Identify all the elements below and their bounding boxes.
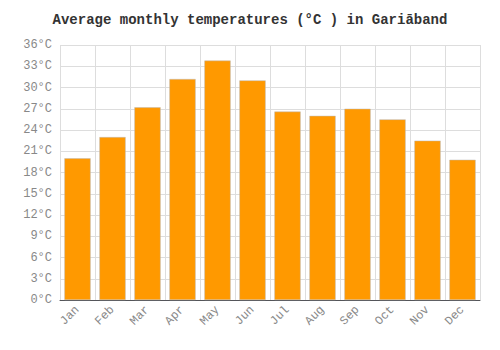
svg-text:33°C: 33°C xyxy=(23,59,52,73)
svg-text:3°C: 3°C xyxy=(30,272,52,286)
svg-text:Apr: Apr xyxy=(162,303,187,328)
svg-text:36°C: 36°C xyxy=(23,38,52,52)
svg-text:Feb: Feb xyxy=(92,303,117,328)
svg-text:12°C: 12°C xyxy=(23,208,52,222)
svg-text:Aug: Aug xyxy=(302,303,327,328)
svg-text:May: May xyxy=(197,303,222,328)
svg-text:15°C: 15°C xyxy=(23,187,52,201)
svg-text:27°C: 27°C xyxy=(23,102,52,116)
svg-text:21°C: 21°C xyxy=(23,144,52,158)
svg-text:Sep: Sep xyxy=(337,303,362,328)
svg-text:6°C: 6°C xyxy=(30,251,52,265)
svg-text:Dec: Dec xyxy=(442,303,467,328)
svg-text:9°C: 9°C xyxy=(30,229,52,243)
svg-text:Nov: Nov xyxy=(407,303,432,328)
svg-text:0°C: 0°C xyxy=(30,293,52,307)
svg-text:18°C: 18°C xyxy=(23,166,52,180)
svg-text:Average monthly temperatures (: Average monthly temperatures (°C ) in Ga… xyxy=(53,12,448,28)
svg-text:Mar: Mar xyxy=(127,303,152,328)
svg-text:24°C: 24°C xyxy=(23,123,52,137)
svg-text:Oct: Oct xyxy=(372,303,397,328)
svg-text:30°C: 30°C xyxy=(23,81,52,95)
svg-text:Jan: Jan xyxy=(57,303,82,328)
svg-text:Jul: Jul xyxy=(267,303,292,328)
svg-text:Jun: Jun xyxy=(232,303,257,328)
